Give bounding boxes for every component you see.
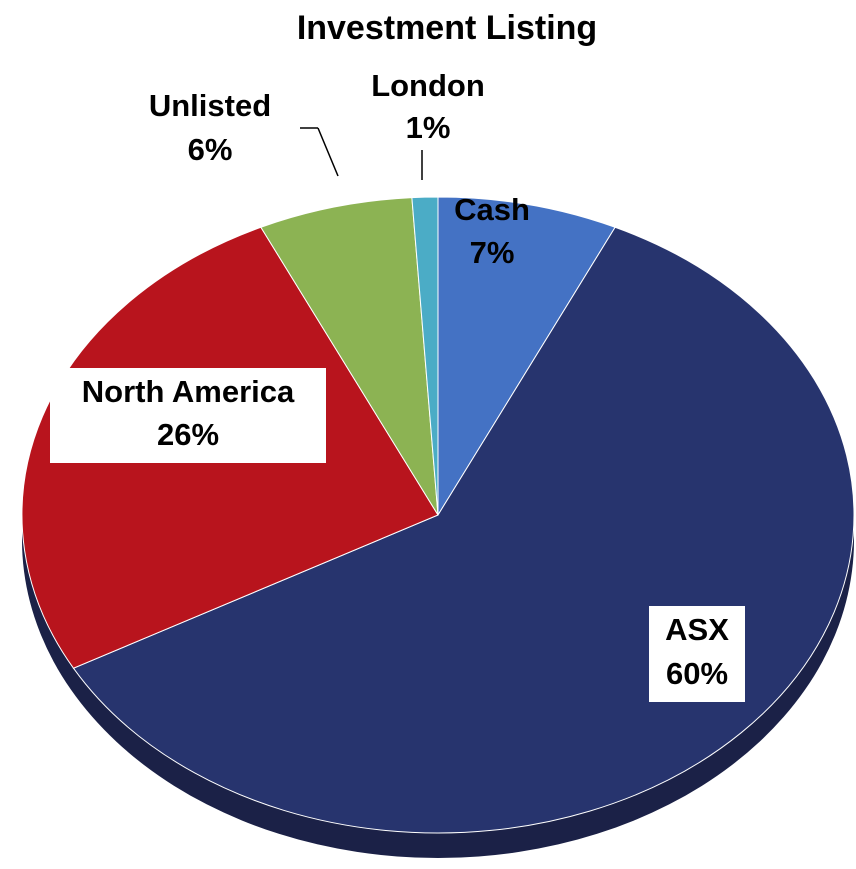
category-label: Cash [454,192,530,227]
chart: Investment Listing Cash 7% ASX 60% North Ame… [0,0,856,869]
value-label: 6% [188,132,233,167]
category-label: London [371,68,485,103]
value-label: 26% [157,417,219,452]
value-label: 1% [406,110,451,145]
pie [22,197,854,833]
category-label: ASX [665,612,729,647]
leader-line [318,128,338,176]
value-label: 7% [470,235,515,270]
category-label: Unlisted [149,88,271,123]
value-label: 60% [666,656,728,691]
category-label: North America [82,374,295,409]
chart-title: Investment Listing [297,9,597,47]
